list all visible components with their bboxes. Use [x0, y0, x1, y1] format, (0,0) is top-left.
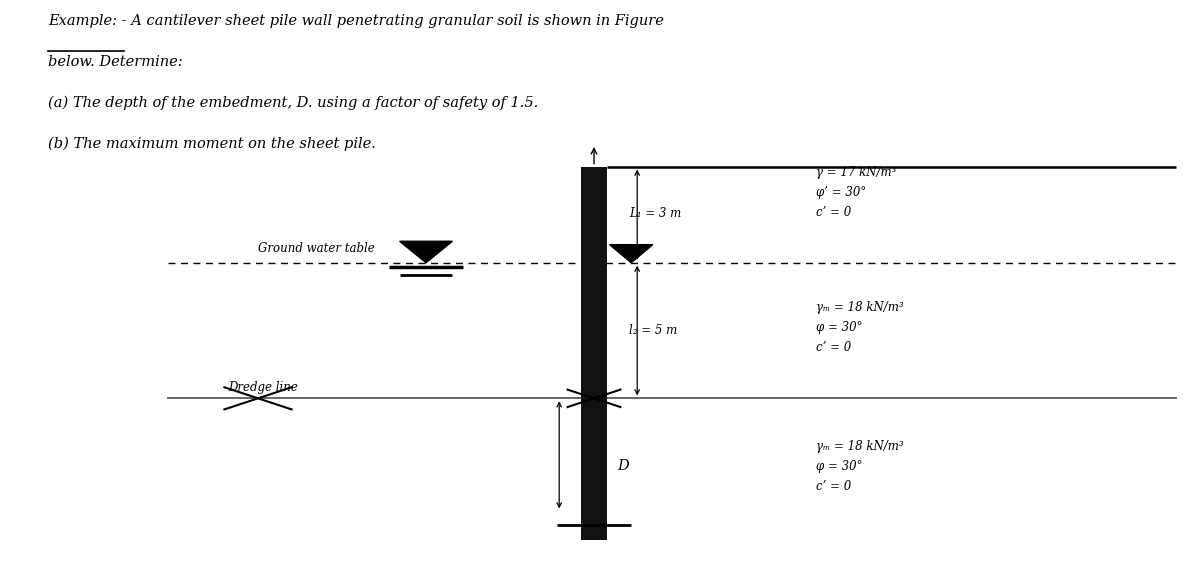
- Text: (b) The maximum moment on the sheet pile.: (b) The maximum moment on the sheet pile…: [48, 136, 376, 150]
- Text: Dredge line: Dredge line: [228, 380, 298, 394]
- Text: below. Determine:: below. Determine:: [48, 55, 182, 69]
- Text: Example: - A cantilever sheet pile wall penetrating granular soil is shown in Fi: Example: - A cantilever sheet pile wall …: [48, 14, 664, 28]
- Text: L₁ = 3 m: L₁ = 3 m: [629, 207, 682, 220]
- Polygon shape: [610, 245, 653, 263]
- Text: l₂ = 5 m: l₂ = 5 m: [629, 324, 677, 337]
- Polygon shape: [400, 241, 452, 263]
- Bar: [581, 167, 607, 540]
- Text: γ = 17 kN/m³
φ’ = 30°
c’ = 0: γ = 17 kN/m³ φ’ = 30° c’ = 0: [816, 166, 896, 219]
- Text: γₘ = 18 kN/m³
φ = 30°
c’ = 0: γₘ = 18 kN/m³ φ = 30° c’ = 0: [816, 440, 904, 493]
- Text: D: D: [617, 459, 629, 473]
- Text: γₘ = 18 kN/m³
φ = 30°
c’ = 0: γₘ = 18 kN/m³ φ = 30° c’ = 0: [816, 301, 904, 354]
- Text: (a) The depth of the embedment, D. using a factor of safety of 1.5.: (a) The depth of the embedment, D. using…: [48, 95, 539, 110]
- Text: Ground water table: Ground water table: [258, 242, 374, 255]
